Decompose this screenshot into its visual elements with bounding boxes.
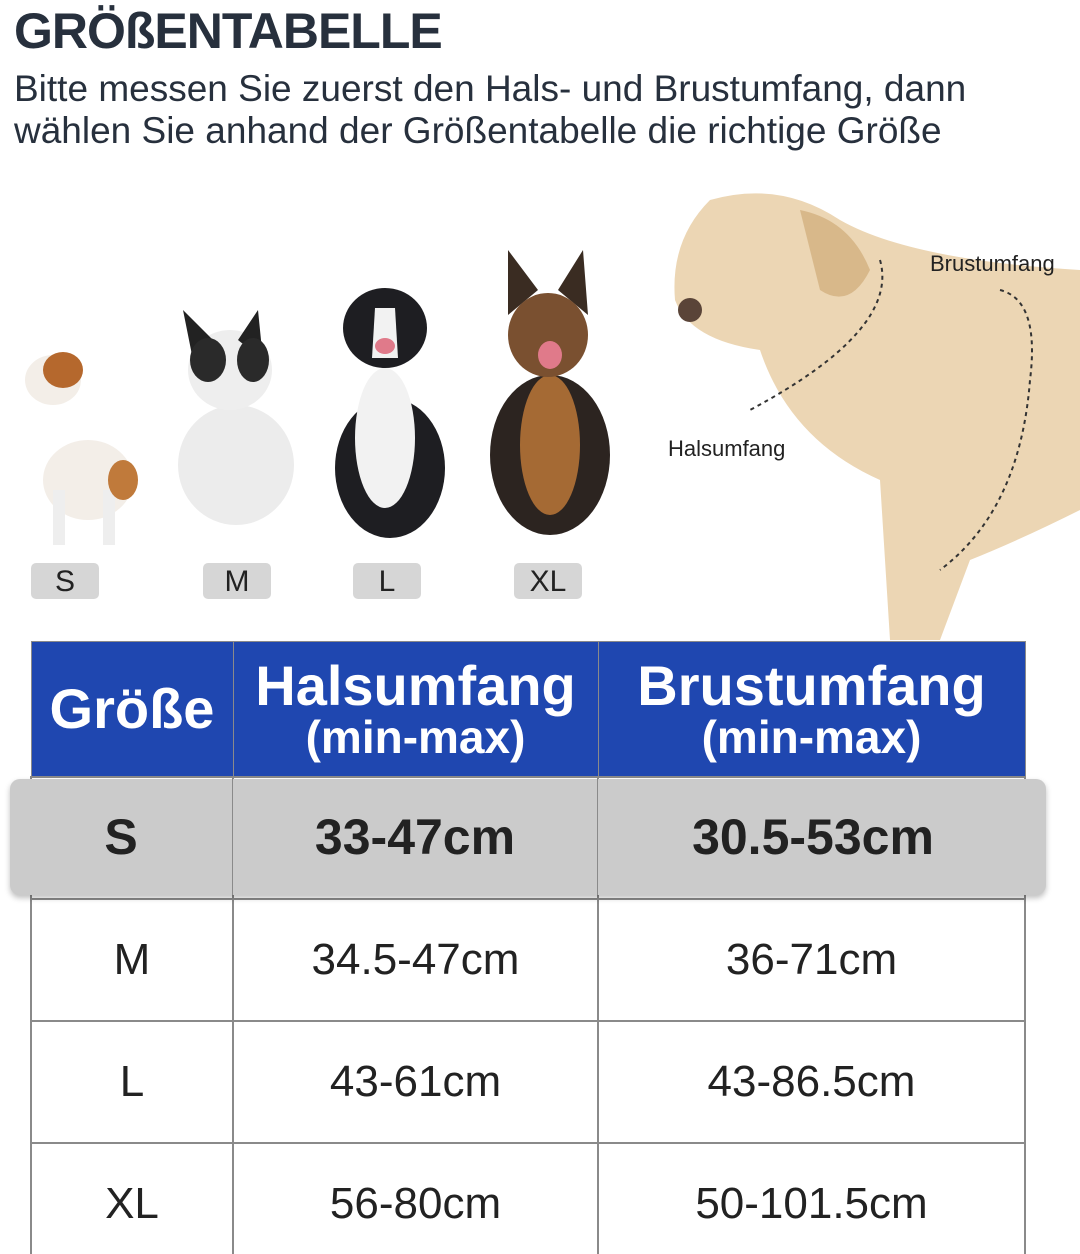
- table-row: L 43-61cm 43-86.5cm: [30, 1020, 1026, 1144]
- table-header: Größe Halsumfang (min-max) Brustumfang (mi…: [30, 641, 1026, 778]
- header-chest: Brustumfang (min-max): [597, 641, 1026, 778]
- dog-size-label: S: [31, 563, 99, 599]
- neck-cell: 56-80cm: [232, 1142, 599, 1254]
- table-row: M 34.5-47cm 36-71cm: [30, 898, 1026, 1022]
- chest-measure-label: Brustumfang: [930, 251, 1055, 276]
- instructions: Bitte messen Sie zuerst den Hals- und Br…: [14, 68, 967, 151]
- size-cell: XL: [30, 1142, 234, 1254]
- chest-cell: 43-86.5cm: [597, 1020, 1026, 1144]
- xl-dog-image: [490, 250, 610, 535]
- page-title: GRÖßENTABELLE: [14, 3, 443, 59]
- neck-cell: 43-61cm: [232, 1020, 599, 1144]
- dog-size-label: L: [353, 563, 421, 599]
- neck-cell: 33-47cm: [314, 809, 516, 865]
- small-dog-image: [25, 352, 138, 545]
- labrador-measurement-image: [674, 193, 1080, 640]
- size-cell: L: [30, 1020, 234, 1144]
- large-dog-image: [335, 288, 445, 538]
- neck-measure-label: Halsumfang: [668, 436, 786, 461]
- size-table: Größe Halsumfang (min-max) Brustumfang (mi…: [30, 641, 1026, 1254]
- header-neck: Halsumfang (min-max): [232, 641, 599, 778]
- dog-size-label: XL: [514, 563, 582, 599]
- highlighted-row-s: S 33-47cm 30.5-53cm: [10, 779, 1046, 895]
- table-row: XL 56-80cm 50-101.5cm: [30, 1142, 1026, 1254]
- header-size: Größe: [30, 641, 234, 778]
- chest-cell: 30.5-53cm: [692, 809, 934, 865]
- size-cell: M: [30, 898, 234, 1022]
- dog-size-label: M: [203, 563, 271, 599]
- chest-cell: 50-101.5cm: [597, 1142, 1026, 1254]
- size-cell: S: [104, 809, 138, 865]
- neck-cell: 34.5-47cm: [232, 898, 599, 1022]
- medium-dog-image: [178, 310, 294, 525]
- chest-cell: 36-71cm: [597, 898, 1026, 1022]
